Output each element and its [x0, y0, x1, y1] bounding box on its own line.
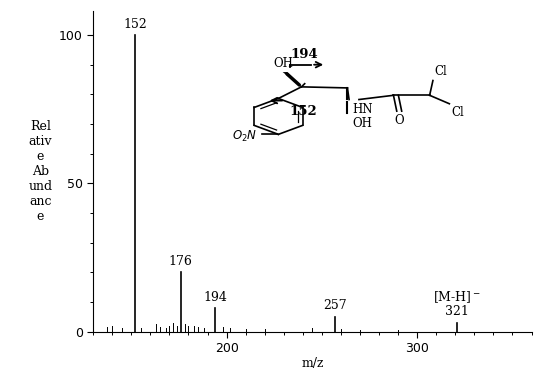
Text: OH: OH — [352, 118, 372, 130]
Text: 194: 194 — [203, 291, 227, 303]
Text: 152: 152 — [289, 105, 317, 118]
Text: 152: 152 — [123, 18, 147, 31]
Text: O: O — [395, 114, 404, 127]
X-axis label: m/z: m/z — [301, 357, 324, 369]
Text: Rel
ativ
e
Ab
und
anc
e: Rel ativ e Ab und anc e — [28, 120, 53, 223]
Text: [M-H]$^-$: [M-H]$^-$ — [433, 289, 481, 305]
Text: Cl: Cl — [435, 66, 447, 78]
Text: 321: 321 — [446, 305, 469, 319]
Polygon shape — [283, 72, 301, 87]
Text: 257: 257 — [323, 299, 347, 313]
Text: $O_2N$: $O_2N$ — [232, 129, 257, 144]
Text: HN: HN — [352, 103, 373, 116]
Text: OH: OH — [273, 57, 293, 70]
Text: 194: 194 — [290, 48, 318, 61]
Text: Cl: Cl — [451, 106, 464, 119]
Text: 176: 176 — [169, 255, 193, 268]
